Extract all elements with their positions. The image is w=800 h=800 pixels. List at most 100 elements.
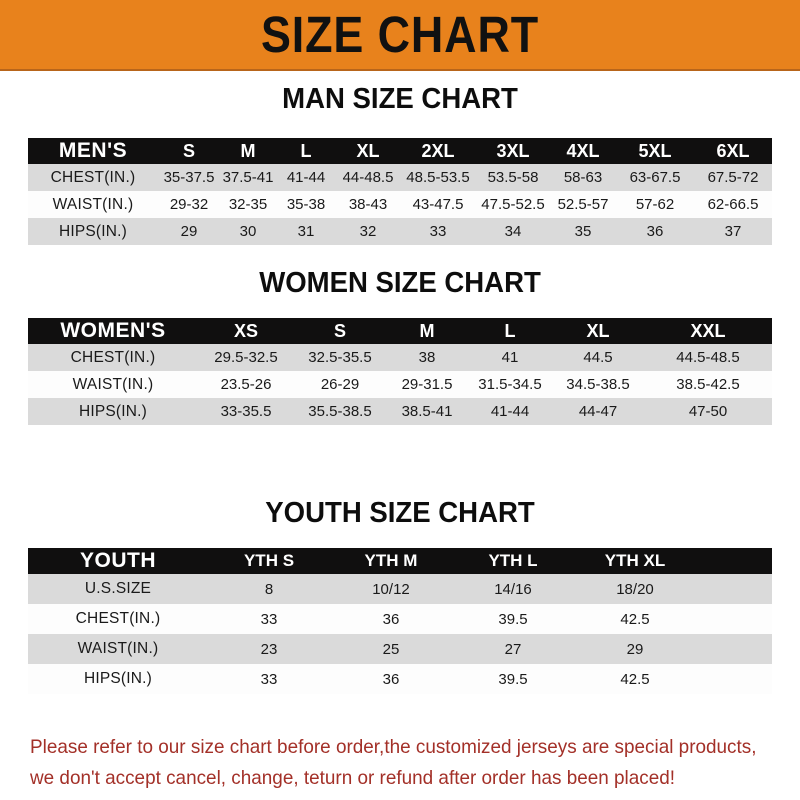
- man-size-header-l: L: [300, 140, 312, 161]
- table-cell: 23: [260, 640, 278, 658]
- table-cell: 31: [297, 223, 315, 240]
- table-cell: 44-47: [578, 403, 618, 420]
- table-cell: 36: [382, 610, 400, 628]
- table-row: HIPS(IN.) 33 36 39.5 42.5: [28, 664, 772, 694]
- table-cell: 32.5-35.5: [308, 349, 372, 366]
- table-cell: 62-66.5: [707, 196, 759, 213]
- women-row-label-chest: CHEST(IN.): [70, 348, 156, 366]
- man-size-table: MEN'S S M L XL 2XL 3XL 4XL 5XL 6XL CHEST…: [28, 138, 772, 245]
- table-cell: 37: [724, 223, 742, 240]
- table-cell: 32-35: [228, 196, 268, 213]
- youth-corner-label: YOUTH: [80, 549, 156, 572]
- table-cell: 34.5-38.5: [566, 376, 630, 393]
- table-cell: 42.5: [620, 670, 650, 688]
- women-size-header-s: S: [333, 320, 346, 341]
- table-cell: 29-31.5: [401, 376, 453, 393]
- table-row: WAIST(IN.) 29-32 32-35 35-38 38-43 43-47…: [28, 191, 772, 218]
- table-cell: 8: [264, 580, 274, 598]
- table-cell: 37.5-41: [222, 169, 274, 186]
- women-row-label-hips: HIPS(IN.): [78, 402, 148, 420]
- table-row: U.S.SIZE 8 10/12 14/16 18/20: [28, 574, 772, 604]
- table-row: HIPS(IN.) 33-35.5 35.5-38.5 38.5-41 41-4…: [28, 398, 772, 425]
- youth-header-spacer: [696, 548, 772, 574]
- table-cell: 48.5-53.5: [406, 169, 470, 186]
- table-row: CHEST(IN.) 35-37.5 37.5-41 41-44 44-48.5…: [28, 164, 772, 191]
- footer-disclaimer: Please refer to our size chart before or…: [30, 732, 756, 794]
- table-cell: 31.5-34.5: [478, 376, 542, 393]
- table-row: WAIST(IN.) 23 25 27 29: [28, 634, 772, 664]
- table-cell: 32: [359, 223, 377, 240]
- youth-size-header-l: YTH L: [488, 551, 538, 570]
- man-size-header-2xl: 2XL: [421, 140, 455, 161]
- youth-section-title: YOUTH SIZE CHART: [265, 497, 535, 529]
- youth-size-header-s: YTH S: [243, 551, 295, 570]
- table-cell: 63-67.5: [629, 169, 681, 186]
- table-cell: 29: [180, 223, 198, 240]
- youth-row-label-hips: HIPS(IN.): [83, 670, 153, 687]
- table-cell: 38: [418, 349, 436, 366]
- page-title: SIZE CHART: [260, 6, 540, 63]
- table-cell: 35: [574, 223, 592, 240]
- table-cell: 35.5-38.5: [308, 403, 372, 420]
- table-cell: 39.5: [498, 670, 528, 688]
- women-row-label-waist: WAIST(IN.): [72, 375, 154, 393]
- man-size-header-4xl: 4XL: [566, 140, 600, 161]
- women-size-table: WOMEN'S XS S M L XL XXL CHEST(IN.) 29.5-…: [28, 318, 772, 425]
- women-size-header-l: L: [504, 320, 516, 341]
- page-banner: SIZE CHART: [0, 0, 800, 71]
- table-cell: 26-29: [320, 376, 360, 393]
- table-cell: 41: [501, 349, 519, 366]
- youth-size-header-m: YTH M: [364, 551, 418, 570]
- table-cell: 58-63: [563, 169, 603, 186]
- man-size-header-s: S: [182, 140, 195, 161]
- table-cell: 44.5-48.5: [676, 349, 740, 366]
- table-cell: 41-44: [286, 169, 326, 186]
- table-cell: 33: [260, 670, 278, 688]
- table-cell: 43-47.5: [412, 196, 464, 213]
- table-cell-spacer: [696, 574, 772, 604]
- table-cell: 44.5: [583, 349, 613, 366]
- man-row-label-chest: CHEST(IN.): [50, 168, 136, 186]
- table-cell: 10/12: [372, 580, 410, 598]
- table-cell: 38-43: [348, 196, 388, 213]
- table-cell-spacer: [696, 664, 772, 694]
- table-cell: 29-32: [169, 196, 209, 213]
- table-cell: 35-37.5: [163, 169, 215, 186]
- table-cell: 47-50: [688, 403, 728, 420]
- man-size-header-6xl: 6XL: [716, 140, 750, 161]
- table-cell: 36: [646, 223, 664, 240]
- youth-size-header-xl: YTH XL: [604, 551, 666, 570]
- man-size-header-3xl: 3XL: [496, 140, 530, 161]
- table-cell: 29.5-32.5: [214, 349, 278, 366]
- man-row-label-waist: WAIST(IN.): [52, 195, 134, 213]
- table-cell: 34: [504, 223, 522, 240]
- youth-row-label-waist: WAIST(IN.): [77, 640, 159, 657]
- footer-line-2: we don't accept cancel, change, teturn o…: [30, 767, 676, 789]
- table-cell-spacer: [696, 634, 772, 664]
- table-row: CHEST(IN.) 29.5-32.5 32.5-35.5 38 41 44.…: [28, 344, 772, 371]
- table-cell: 33: [429, 223, 447, 240]
- table-cell: 30: [239, 223, 257, 240]
- man-table-header-row: MEN'S S M L XL 2XL 3XL 4XL 5XL 6XL: [28, 138, 772, 164]
- table-row: WAIST(IN.) 23.5-26 26-29 29-31.5 31.5-34…: [28, 371, 772, 398]
- table-cell: 52.5-57: [557, 196, 609, 213]
- table-cell-spacer: [696, 604, 772, 634]
- women-table-header-row: WOMEN'S XS S M L XL XXL: [28, 318, 772, 344]
- table-cell: 23.5-26: [220, 376, 272, 393]
- women-section-title: WOMEN SIZE CHART: [259, 267, 541, 299]
- table-cell: 38.5-42.5: [676, 376, 740, 393]
- table-cell: 47.5-52.5: [481, 196, 545, 213]
- table-cell: 35-38: [286, 196, 326, 213]
- table-row: HIPS(IN.) 29 30 31 32 33 34 35 36 37: [28, 218, 772, 245]
- women-size-header-xl: XL: [586, 320, 610, 341]
- table-row: CHEST(IN.) 33 36 39.5 42.5: [28, 604, 772, 634]
- women-size-header-xxl: XXL: [690, 320, 726, 341]
- youth-row-label-chest: CHEST(IN.): [75, 610, 161, 627]
- table-cell: 27: [504, 640, 522, 658]
- man-size-header-xl: XL: [356, 140, 380, 161]
- youth-size-table: YOUTH YTH S YTH M YTH L YTH XL U.S.SIZE …: [28, 548, 772, 694]
- table-cell: 36: [382, 670, 400, 688]
- youth-row-label-ussize: U.S.SIZE: [84, 580, 152, 597]
- man-section-title: MAN SIZE CHART: [282, 83, 518, 115]
